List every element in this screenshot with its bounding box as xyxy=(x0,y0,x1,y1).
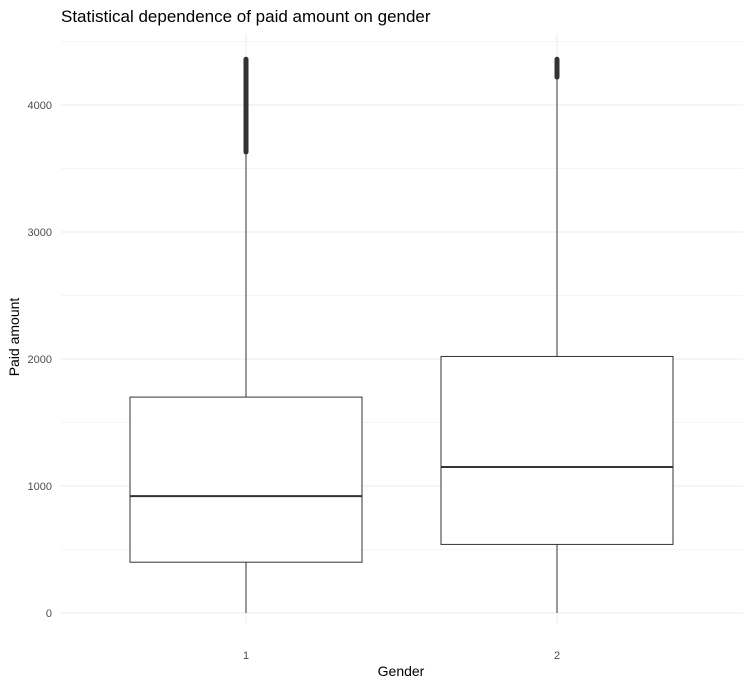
box-group-2 xyxy=(440,56,674,613)
y-tick-label: 3000 xyxy=(28,227,52,239)
box-iqr xyxy=(440,355,674,545)
y-tick-label: 4000 xyxy=(28,100,52,112)
chart-title: Statistical dependence of paid amount on… xyxy=(61,7,431,26)
box-group-1 xyxy=(129,56,363,613)
box-series xyxy=(129,56,674,613)
x-axis-title: Gender xyxy=(378,663,425,679)
y-tick-label: 2000 xyxy=(28,354,52,366)
y-tick-label: 1000 xyxy=(28,481,52,493)
y-axis-title: Paid amount xyxy=(6,298,22,377)
x-tick-label: 2 xyxy=(554,650,560,662)
x-tick-label: 1 xyxy=(243,650,249,662)
y-tick-label: 0 xyxy=(46,608,52,620)
box-iqr xyxy=(129,396,363,563)
y-axis-ticks: 0 1000 2000 3000 4000 xyxy=(28,100,52,620)
